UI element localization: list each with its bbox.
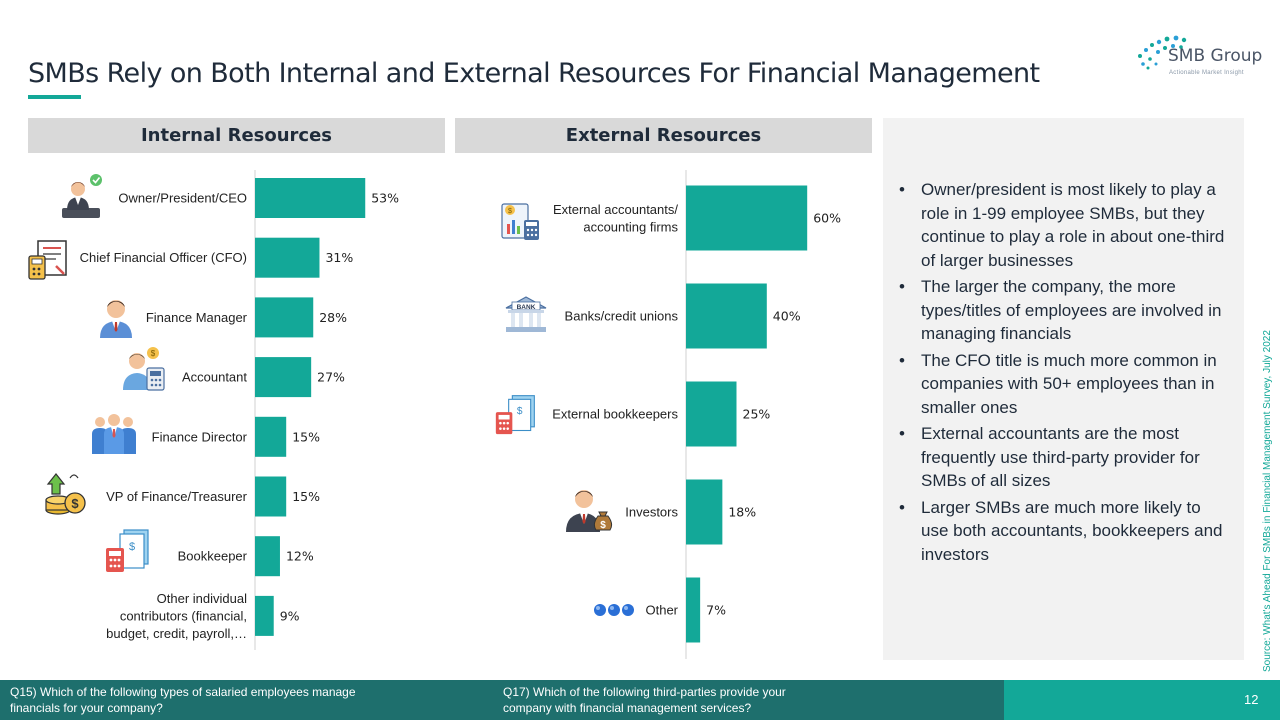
footer-accent <box>1004 680 1280 720</box>
page-number: 12 <box>1244 692 1259 707</box>
internal-resources-header: Internal Resources <box>28 118 445 153</box>
money-growth-icon: $ <box>45 473 86 515</box>
category-label: Chief Financial Officer (CFO) <box>80 250 247 265</box>
value-label: 7% <box>706 603 726 618</box>
svg-text:$: $ <box>71 496 79 511</box>
person-check-icon <box>62 174 102 218</box>
category-label: Investors <box>625 505 678 520</box>
value-label: 15% <box>292 489 320 504</box>
category-label: Owner/President/CEO <box>118 191 247 206</box>
category-label: accounting firms <box>583 219 678 234</box>
value-label: 27% <box>317 370 345 385</box>
question-15: Q15) Which of the following types of sal… <box>10 685 356 715</box>
bar <box>686 577 701 643</box>
external-bookkeeper-icon: $ <box>495 395 535 435</box>
value-label: 53% <box>371 191 399 206</box>
bookkeeper-icon: $ <box>106 529 149 572</box>
value-label: 28% <box>319 310 347 325</box>
bar <box>255 237 320 278</box>
accountant-icon: $ <box>123 347 165 391</box>
svg-text:$: $ <box>508 208 512 215</box>
key-findings-list: Owner/president is most likely to play a… <box>883 118 1244 566</box>
external-resources-chart: 60% External accountants/accounting firms… <box>552 170 841 659</box>
investor-icon: $ <box>566 490 613 532</box>
three-dots-icon <box>594 604 634 616</box>
svg-text:$: $ <box>151 349 156 358</box>
question-17: Q17) Which of the following third-partie… <box>503 685 786 715</box>
external-resources-header: External Resources <box>455 118 872 153</box>
bar <box>686 283 767 349</box>
value-label: 15% <box>292 429 320 444</box>
finding-item: The CFO title is much more common in com… <box>897 349 1232 420</box>
category-label: Finance Director <box>152 429 248 444</box>
value-label: 40% <box>773 309 801 324</box>
bar <box>255 476 287 517</box>
category-label: External bookkeepers <box>552 407 678 422</box>
bar <box>255 178 366 218</box>
bar <box>255 357 312 398</box>
value-label: 25% <box>743 407 771 422</box>
key-findings-panel: Owner/president is most likely to play a… <box>883 118 1244 660</box>
manager-icon <box>100 300 132 338</box>
source-note: Source: What's Ahead For SMBs in Financi… <box>1262 330 1273 672</box>
value-label: 9% <box>280 608 300 623</box>
bar <box>255 297 314 338</box>
category-label: VP of Finance/Treasurer <box>106 489 248 504</box>
category-label: Accountant <box>182 370 247 385</box>
finding-item: Larger SMBs are much more likely to use … <box>897 496 1232 567</box>
bar <box>255 536 280 577</box>
title-underline <box>28 95 81 99</box>
bar <box>686 479 723 545</box>
category-label: External accountants/ <box>553 202 678 217</box>
calculator-document-icon <box>28 240 67 280</box>
svg-text:BANK: BANK <box>517 304 536 311</box>
logo-tagline: Actionable Market Insight <box>1169 70 1244 76</box>
finding-item: The larger the company, the more types/t… <box>897 275 1232 346</box>
category-label: Banks/credit unions <box>565 309 679 324</box>
category-label: budget, credit, payroll,… <box>106 626 247 641</box>
value-label: 31% <box>325 250 353 265</box>
bar <box>255 416 287 457</box>
finding-item: Owner/president is most likely to play a… <box>897 178 1232 272</box>
bar <box>686 381 737 447</box>
slide-title: SMBs Rely on Both Internal and External … <box>28 58 1040 89</box>
internal-resources-chart: 53% Owner/President/CEO 31% Chief Financial… <box>80 170 399 650</box>
category-label: contributors (financial, <box>120 608 247 623</box>
category-label: Finance Manager <box>146 310 248 325</box>
category-label: Other individual <box>157 591 247 606</box>
category-label: Other <box>645 603 678 618</box>
svg-text:$: $ <box>517 406 523 417</box>
bar <box>686 185 808 251</box>
finding-item: External accountants are the most freque… <box>897 422 1232 493</box>
value-label: 60% <box>813 211 841 226</box>
bank-icon: BANK <box>505 296 547 332</box>
svg-text:$: $ <box>129 541 135 553</box>
logo-dots-icon <box>1138 35 1187 70</box>
accounting-firm-icon: $ <box>501 203 539 240</box>
bar <box>255 595 274 636</box>
value-label: 12% <box>286 549 314 564</box>
svg-text:$: $ <box>600 520 606 531</box>
logo-name: SMB Group <box>1168 46 1263 66</box>
value-label: 18% <box>728 505 756 520</box>
category-label: Bookkeeper <box>178 549 248 564</box>
team-icon <box>92 414 136 454</box>
